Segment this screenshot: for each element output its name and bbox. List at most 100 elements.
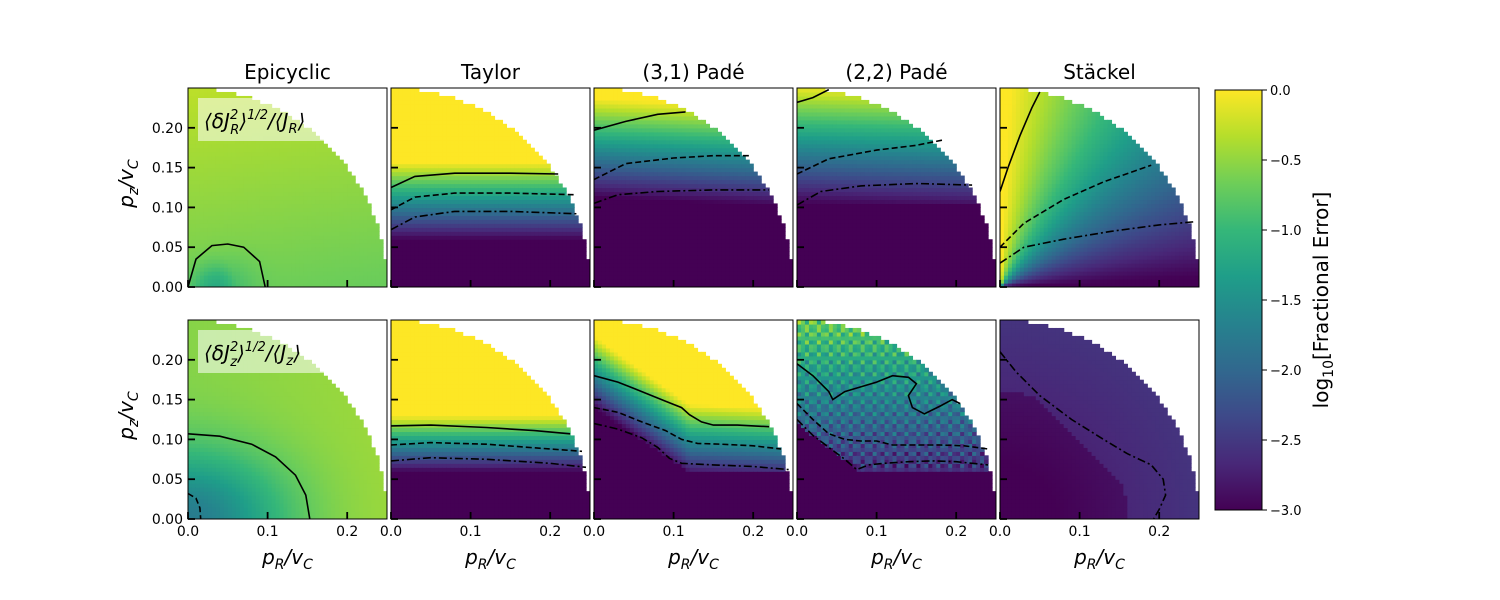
heatmap-cell bbox=[478, 147, 484, 153]
heatmap-cell bbox=[219, 203, 225, 208]
heatmap-cell bbox=[291, 199, 297, 205]
heatmap-cell bbox=[645, 99, 651, 105]
heatmap-cell bbox=[331, 171, 336, 177]
heatmap-cell bbox=[311, 271, 316, 276]
heatmap-cell bbox=[526, 271, 531, 276]
heatmap-cell bbox=[494, 163, 500, 169]
heatmap-cell bbox=[188, 199, 193, 205]
heatmap-cell bbox=[199, 195, 205, 201]
heatmap-cell bbox=[645, 111, 651, 117]
heatmap-cell bbox=[319, 215, 324, 220]
heatmap-cell bbox=[637, 211, 643, 216]
heatmap-cell bbox=[601, 183, 607, 189]
heatmap-cell bbox=[299, 139, 305, 145]
heatmap-cell bbox=[450, 131, 456, 137]
heatmap-cell bbox=[649, 119, 655, 125]
heatmap-cell bbox=[470, 123, 476, 129]
heatmap-cell bbox=[211, 163, 217, 169]
heatmap-cell bbox=[203, 231, 209, 236]
heatmap-cell bbox=[621, 247, 627, 252]
heatmap-cell bbox=[657, 143, 663, 149]
heatmap-cell bbox=[343, 187, 348, 193]
heatmap-cell bbox=[295, 175, 301, 181]
heatmap-cell bbox=[458, 263, 464, 268]
heatmap-cell bbox=[335, 183, 340, 189]
heatmap-cell bbox=[394, 235, 400, 240]
heatmap-cell bbox=[188, 167, 193, 173]
heatmap-cell bbox=[275, 195, 281, 201]
heatmap-cell bbox=[223, 159, 229, 165]
heatmap-cell bbox=[474, 211, 480, 216]
heatmap-cell bbox=[251, 139, 257, 145]
heatmap-cell bbox=[665, 147, 671, 153]
heatmap-cell bbox=[207, 159, 213, 165]
heatmap-cell bbox=[649, 267, 655, 272]
heatmap-cell bbox=[530, 215, 535, 220]
heatmap-cell bbox=[422, 283, 428, 287]
heatmap-cell bbox=[271, 223, 277, 228]
heatmap-cell bbox=[458, 163, 464, 169]
heatmap-cell bbox=[215, 183, 221, 189]
heatmap-cell bbox=[191, 183, 197, 189]
heatmap-cell bbox=[621, 279, 627, 284]
heatmap-cell bbox=[669, 227, 675, 232]
heatmap-cell bbox=[458, 239, 464, 244]
heatmap-cell bbox=[649, 167, 655, 173]
heatmap-cell bbox=[657, 127, 663, 133]
heatmap-cell bbox=[669, 215, 675, 220]
heatmap-cell bbox=[669, 211, 675, 216]
heatmap-cell bbox=[303, 151, 308, 157]
heatmap-cell bbox=[191, 139, 197, 145]
heatmap-cell bbox=[231, 227, 237, 232]
panel-frame bbox=[390, 87, 591, 288]
heatmap-cell bbox=[462, 155, 468, 161]
heatmap-cell bbox=[474, 275, 480, 280]
heatmap-cell bbox=[558, 247, 563, 252]
heatmap-cell bbox=[279, 139, 285, 145]
heatmap-cell bbox=[235, 283, 241, 287]
heatmap-cell bbox=[442, 163, 448, 169]
heatmap-cell bbox=[605, 207, 611, 212]
heatmap-cell bbox=[311, 207, 316, 212]
heatmap-cell bbox=[494, 143, 500, 149]
heatmap-cell bbox=[203, 275, 209, 280]
heatmap-cell bbox=[247, 263, 253, 268]
heatmap-cell bbox=[311, 183, 316, 189]
heatmap-cell bbox=[665, 103, 671, 109]
heatmap-cell bbox=[279, 179, 285, 185]
heatmap-cell bbox=[259, 155, 265, 161]
heatmap-cell bbox=[239, 275, 245, 280]
heatmap-cell bbox=[203, 187, 209, 193]
heatmap-cell bbox=[450, 179, 456, 185]
heatmap-cell bbox=[271, 247, 277, 252]
heatmap-cell bbox=[601, 251, 607, 256]
heatmap-cell bbox=[665, 203, 671, 208]
heatmap-cell bbox=[629, 147, 635, 153]
heatmap-cell bbox=[601, 195, 607, 201]
heatmap-cell bbox=[665, 107, 671, 113]
heatmap-cell bbox=[474, 115, 480, 121]
heatmap-cell bbox=[438, 227, 444, 232]
heatmap-cell bbox=[219, 211, 225, 216]
heatmap-cell bbox=[657, 195, 663, 201]
heatmap-cell bbox=[494, 147, 500, 153]
heatmap-cell bbox=[510, 147, 515, 153]
heatmap-cell bbox=[311, 171, 316, 177]
heatmap-cell bbox=[195, 239, 201, 244]
heatmap-cell bbox=[478, 159, 484, 165]
heatmap-cell bbox=[570, 263, 575, 268]
heatmap-cell bbox=[371, 251, 376, 256]
heatmap-cell bbox=[597, 127, 603, 133]
heatmap-cell bbox=[331, 211, 336, 216]
heatmap-cell bbox=[410, 88, 416, 93]
heatmap-cell bbox=[657, 191, 663, 197]
heatmap-cell bbox=[454, 235, 460, 240]
heatmap-cell bbox=[558, 219, 563, 224]
heatmap-cell bbox=[331, 231, 336, 236]
heatmap-cell bbox=[398, 275, 404, 280]
heatmap-cell bbox=[243, 223, 249, 228]
heatmap-cell bbox=[442, 283, 448, 287]
heatmap-cell bbox=[582, 275, 587, 280]
heatmap-cell bbox=[283, 163, 289, 169]
heatmap-cell bbox=[649, 231, 655, 236]
